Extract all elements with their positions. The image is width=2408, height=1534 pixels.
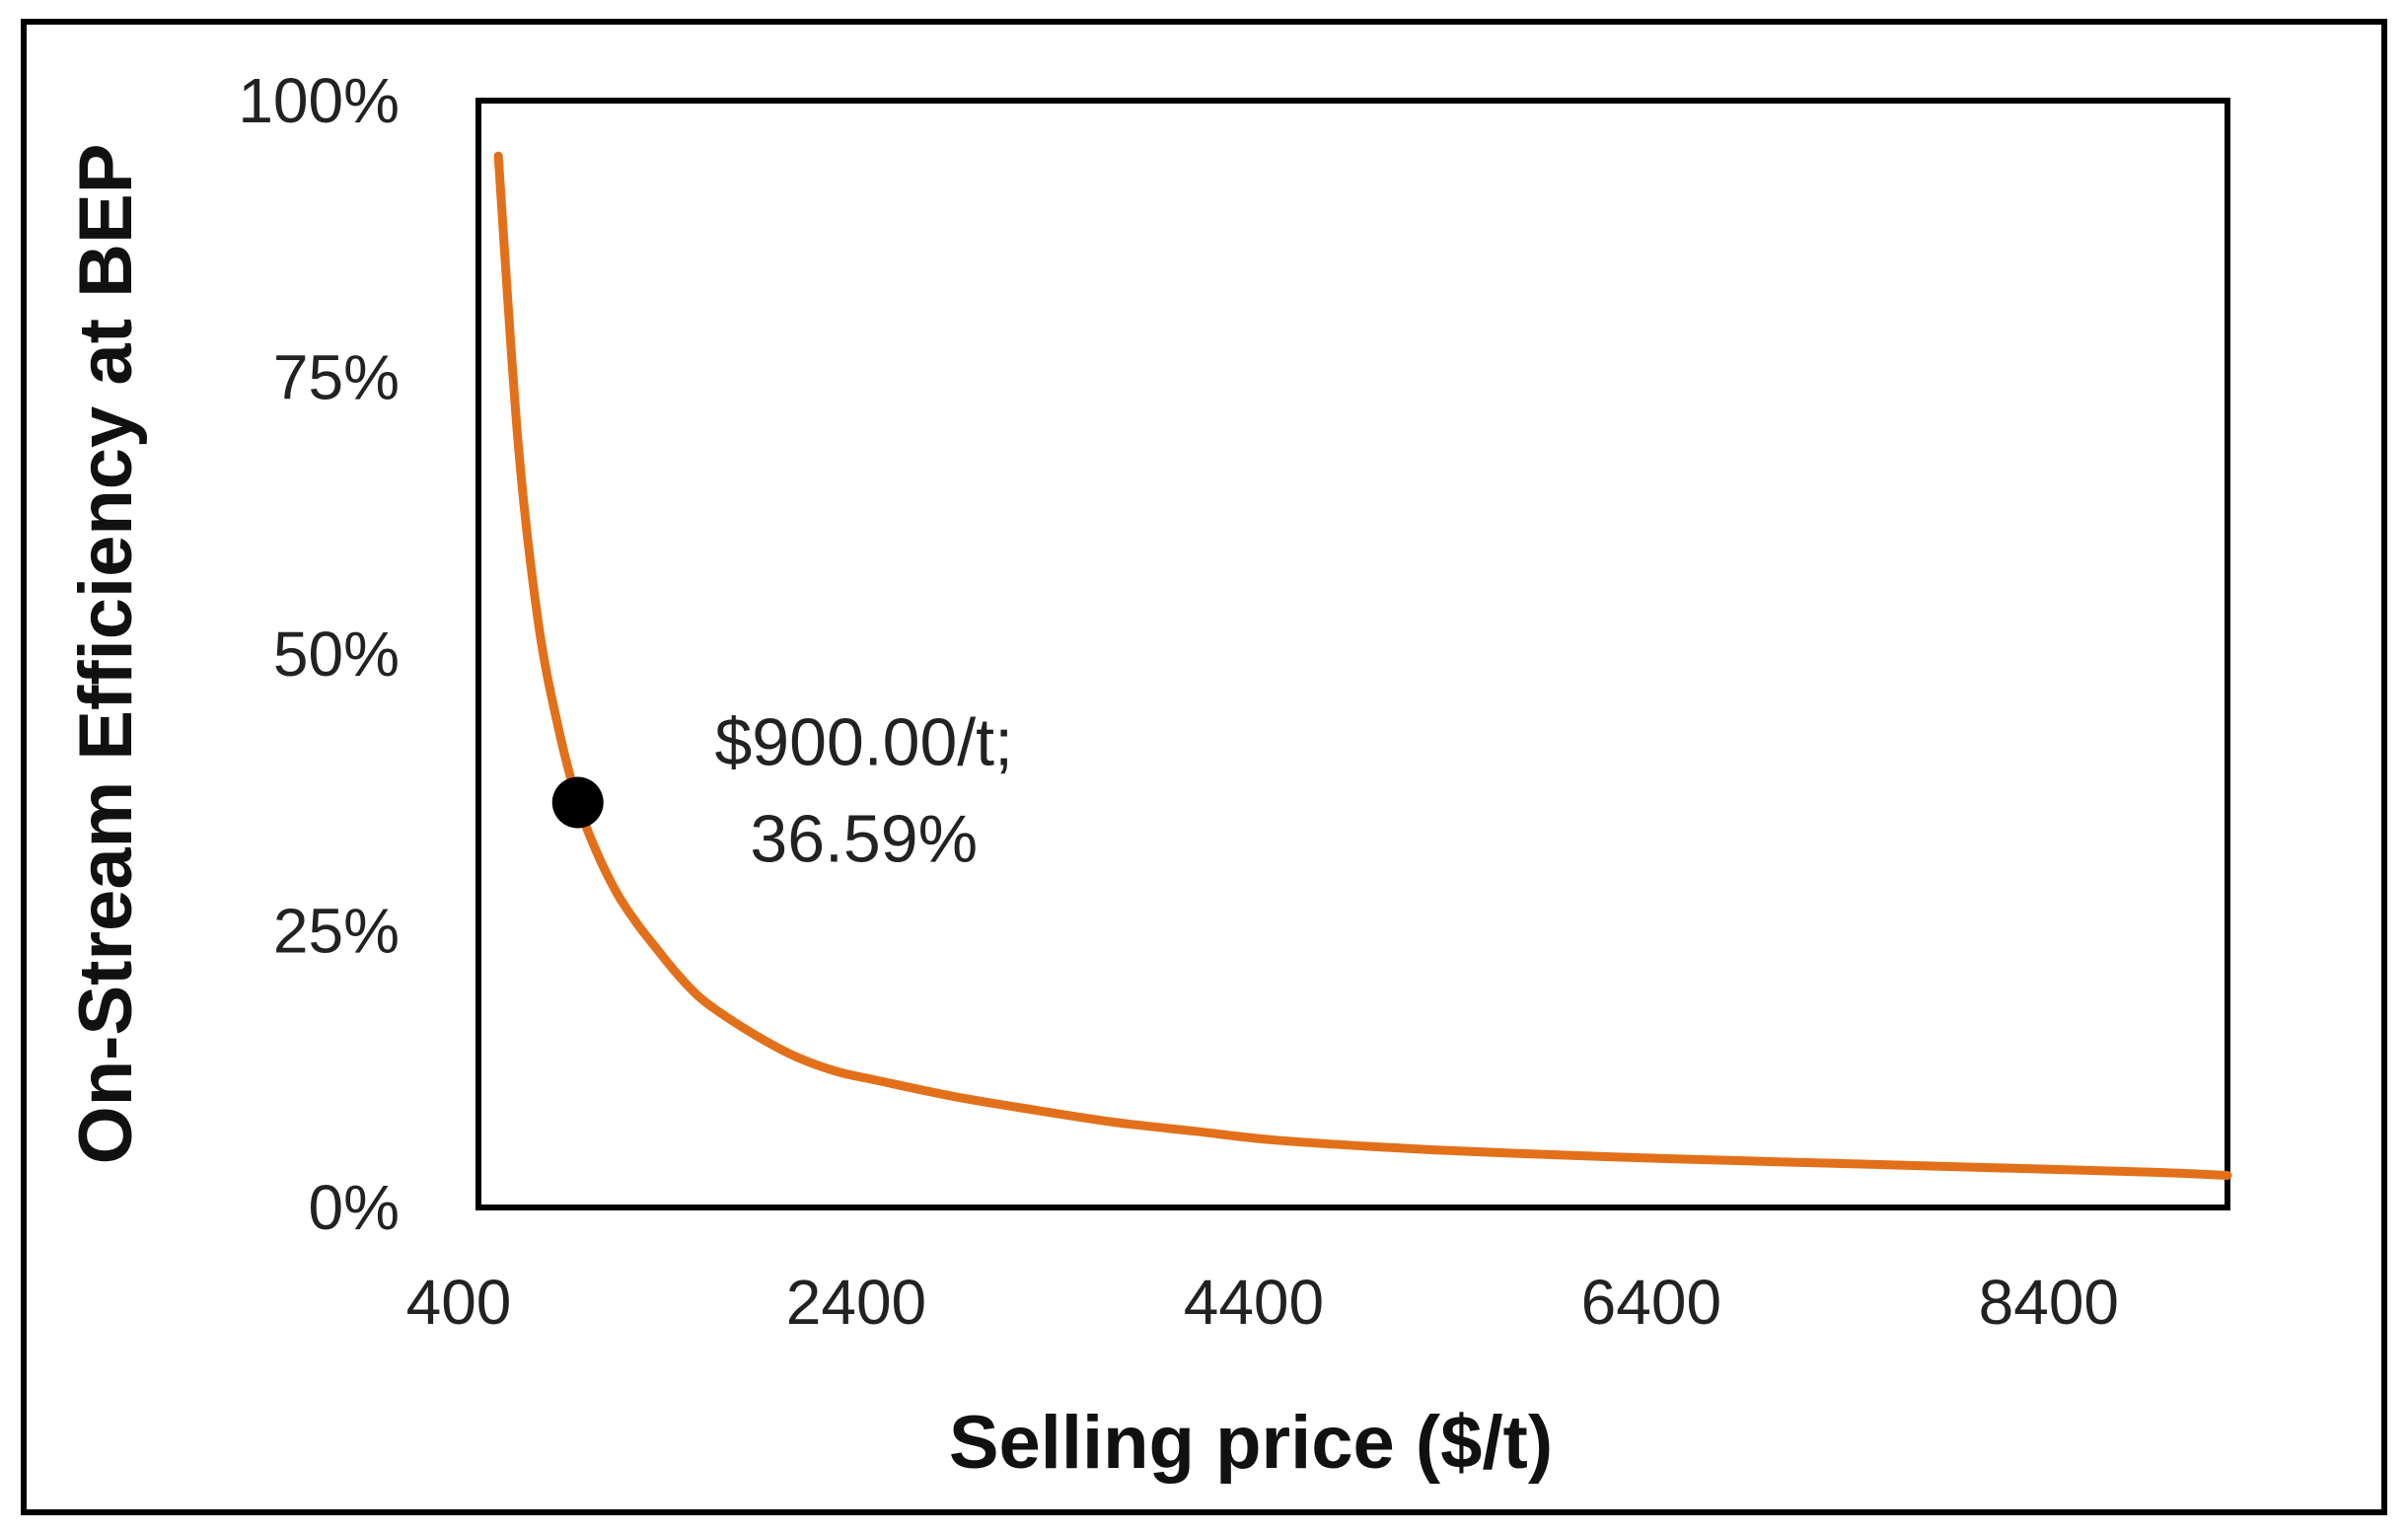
x-tick-label: 400 [406, 1267, 512, 1338]
x-axis-title: Selling price ($/t) [949, 1401, 1553, 1485]
y-tick-label: 0% [309, 1172, 401, 1243]
plot-frame [475, 98, 2230, 1210]
y-tick-label: 25% [273, 896, 400, 967]
x-tick-label: 8400 [1979, 1267, 2119, 1338]
annotation-line-2: 36.59% [750, 801, 978, 876]
x-axis-ticks: 400 2400 4400 6400 8400 [406, 1267, 2119, 1338]
series-line [493, 151, 2232, 1180]
y-tick-label: 100% [238, 65, 400, 136]
y-axis-title: On-Stream Efficiency at BEP [64, 144, 148, 1165]
x-tick-label: 2400 [786, 1267, 926, 1338]
highlight-point-marker [551, 776, 604, 829]
y-tick-label: 50% [273, 619, 400, 690]
y-axis-ticks: 0% 25% 50% 75% 100% [238, 65, 400, 1243]
annotation-line-1: $900.00/t; [714, 704, 1012, 779]
x-tick-label: 4400 [1184, 1267, 1324, 1338]
y-tick-label: 75% [273, 342, 400, 413]
x-tick-label: 6400 [1581, 1267, 1721, 1338]
